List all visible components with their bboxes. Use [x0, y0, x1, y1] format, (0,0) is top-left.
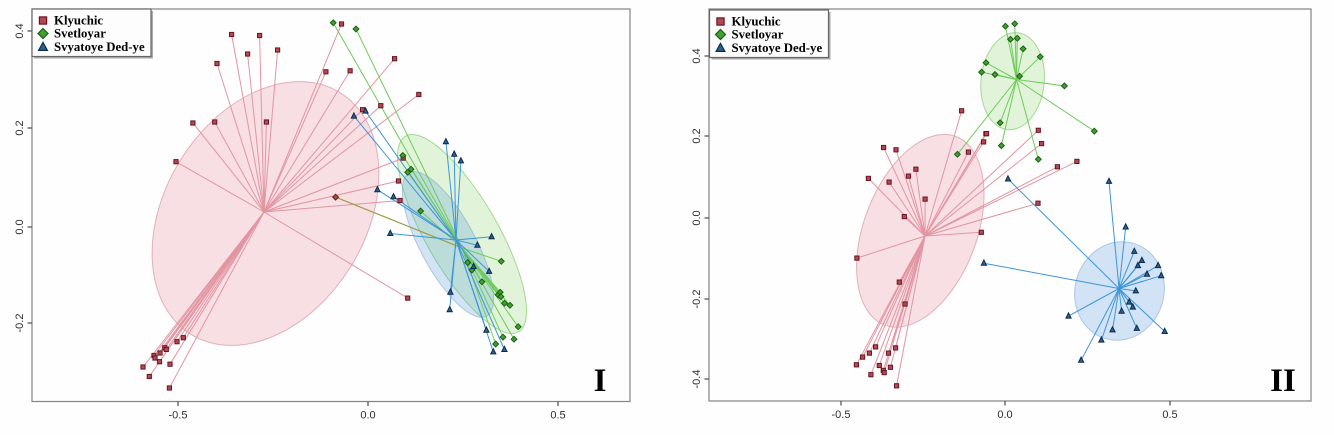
svg-text:0.5: 0.5 [550, 410, 565, 422]
svg-text:Svetloyar: Svetloyar [732, 28, 784, 42]
svg-text:0.4: 0.4 [691, 48, 703, 63]
svg-text:Klyuchic: Klyuchic [54, 14, 103, 28]
svg-text:0.0: 0.0 [360, 410, 375, 422]
svg-text:0.0: 0.0 [691, 210, 703, 225]
svg-text:-0.5: -0.5 [169, 410, 188, 422]
svg-text:-0.2: -0.2 [14, 314, 26, 333]
svg-text:0.0: 0.0 [997, 409, 1012, 421]
svg-text:0.2: 0.2 [14, 120, 26, 135]
svg-text:-0.2: -0.2 [691, 290, 703, 309]
svg-text:I: I [594, 363, 607, 399]
svg-text:0.0: 0.0 [14, 219, 26, 234]
svg-text:0.5: 0.5 [1162, 409, 1177, 421]
svg-text:-0.4: -0.4 [691, 370, 703, 389]
svg-text:-0.5: -0.5 [832, 409, 851, 421]
svg-text:Svyatoye Ded-ye: Svyatoye Ded-ye [54, 40, 145, 54]
svg-text:Svetloyar: Svetloyar [54, 27, 106, 41]
svg-text:0.4: 0.4 [14, 23, 26, 38]
svg-text:0.2: 0.2 [691, 128, 703, 143]
svg-text:II: II [1270, 363, 1296, 399]
svg-text:Klyuchic: Klyuchic [732, 15, 781, 29]
svg-text:Svyatoye Ded-ye: Svyatoye Ded-ye [732, 41, 823, 55]
